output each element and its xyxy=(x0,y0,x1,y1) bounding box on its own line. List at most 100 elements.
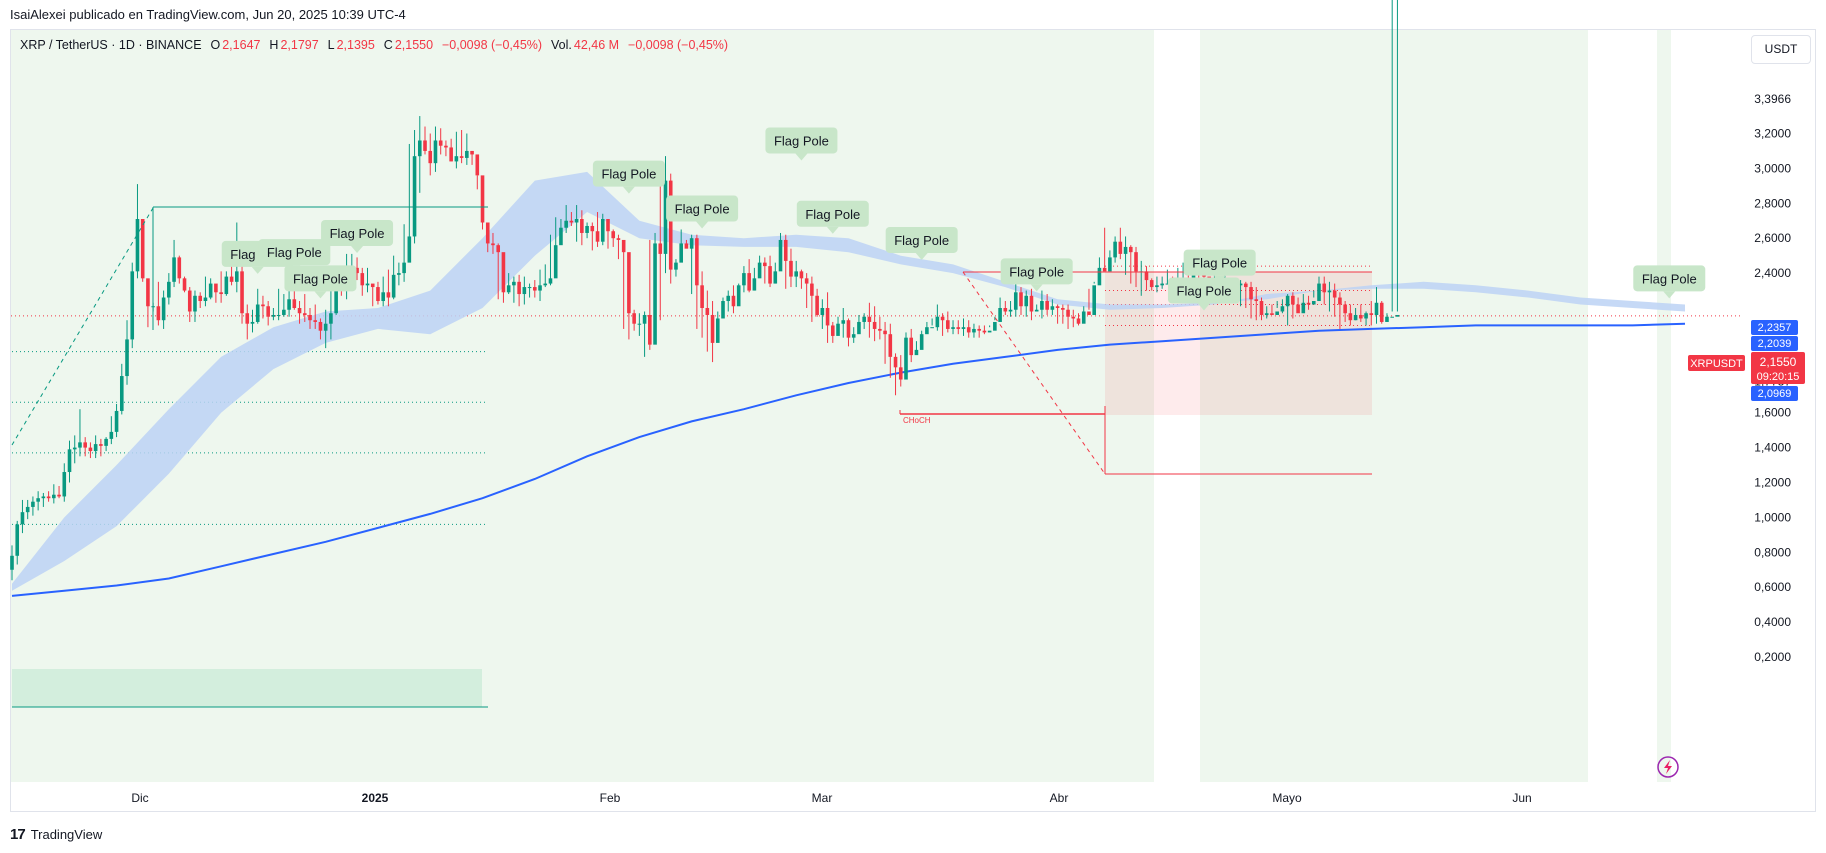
candle-body xyxy=(1087,311,1091,315)
candle-body xyxy=(240,271,244,314)
flag-pole-label: Flag Pole xyxy=(885,226,958,260)
candle-body xyxy=(804,278,809,284)
flag-pole-text: Flag Pole xyxy=(774,133,829,148)
flag-pole-text: Flag Pole xyxy=(1642,271,1697,286)
candle-body xyxy=(1055,306,1060,308)
candle-body xyxy=(595,231,600,242)
candle-body xyxy=(841,320,846,324)
candle-body xyxy=(731,295,736,307)
candle-body xyxy=(574,219,579,223)
price-tag-2-2039-bg xyxy=(1751,336,1798,351)
x-tick-label: Feb xyxy=(600,791,621,805)
flag-pole-pointer xyxy=(1197,303,1210,311)
candle-body xyxy=(276,314,281,316)
candle-body xyxy=(627,252,631,314)
candle-body xyxy=(1066,309,1070,317)
flag-pole-label: Flag Pole xyxy=(1167,277,1240,311)
close-value: 2,1550 xyxy=(394,38,434,52)
flag-pole-pointer xyxy=(622,186,635,194)
candle-body xyxy=(1128,246,1133,253)
candle-body xyxy=(1155,285,1159,288)
green-zone xyxy=(1657,30,1671,782)
candle-body xyxy=(36,498,40,502)
candle-body xyxy=(1364,313,1368,319)
x-tick-label: 2025 xyxy=(362,791,389,805)
candle-body xyxy=(15,524,20,556)
candle-body xyxy=(1306,302,1311,305)
candle-body xyxy=(1311,301,1316,305)
candle-body xyxy=(1029,295,1034,312)
candle-body xyxy=(1019,292,1023,307)
candle-body xyxy=(78,442,82,448)
flag-pole-bg xyxy=(321,219,394,246)
candle-body xyxy=(1134,252,1138,272)
brand-name: TradingView xyxy=(30,827,103,842)
y-tick-label: 0,2000 xyxy=(1754,650,1791,664)
downtrend-line-dashed xyxy=(962,271,1106,475)
price-tag-2-2357: 2,2357 xyxy=(1751,320,1798,335)
candle-body xyxy=(674,262,678,270)
candle-body xyxy=(1191,266,1196,286)
candle-body xyxy=(888,334,893,357)
flag-pole-bg xyxy=(1000,258,1073,285)
price-tag-2-2357-bg xyxy=(1751,320,1798,335)
candle-body xyxy=(475,154,480,176)
candle-body xyxy=(1374,302,1379,315)
candle-body xyxy=(41,496,46,499)
candle-body xyxy=(668,180,673,270)
footer-brand[interactable]: 17 TradingView xyxy=(10,826,102,843)
candle-body xyxy=(308,314,312,321)
candle-body xyxy=(52,494,56,499)
high-value: 2,1797 xyxy=(280,38,319,52)
candle-body xyxy=(940,316,945,321)
candle-body xyxy=(449,147,453,162)
candle-body xyxy=(360,273,365,286)
price-tag-last: 2,1550 09:20:15 xyxy=(1751,352,1805,384)
symbol-name[interactable]: XRP / TetherUS · 1D · BINANCE xyxy=(20,38,202,52)
candle-body xyxy=(914,349,919,356)
candle-body xyxy=(606,219,610,232)
candle-body xyxy=(721,301,725,319)
flag-pole-bg xyxy=(284,265,357,292)
candle-body xyxy=(773,271,778,284)
candle-body xyxy=(663,180,668,254)
candle-body xyxy=(109,431,114,439)
moving-average xyxy=(11,322,1686,597)
choch-label: CHoCH xyxy=(903,416,931,425)
currency-button[interactable]: USDT xyxy=(1751,35,1811,64)
candle-body xyxy=(789,260,793,277)
candle-body xyxy=(658,243,663,254)
y-tick-label: 1,6000 xyxy=(1754,406,1791,420)
y-tick-label: 1,0000 xyxy=(1754,510,1791,524)
x-tick-label: Abr xyxy=(1050,791,1069,805)
candle-body xyxy=(454,156,459,162)
flag-pole-text: Flag Pole xyxy=(601,167,656,182)
candle-body xyxy=(1359,314,1363,319)
open-label: O xyxy=(210,38,221,52)
candle-body xyxy=(857,321,861,335)
candle-body xyxy=(935,316,940,328)
flag-pole-bg xyxy=(796,200,869,227)
open-value: 2,1647 xyxy=(222,38,261,52)
symbol-tag-xrpusdt: XRPUSDT xyxy=(1688,355,1745,371)
candle-body xyxy=(423,140,427,151)
y-tick-label: 3,0000 xyxy=(1754,161,1791,175)
candle-body xyxy=(235,271,239,282)
candle-body xyxy=(1050,306,1055,310)
candle-body xyxy=(846,320,851,338)
flag-pole-bg xyxy=(592,160,665,187)
flag-pole-text: Flag Pole xyxy=(1009,264,1064,279)
candle-body xyxy=(1238,283,1243,286)
price-tag-2-2357-text: 2,2357 xyxy=(1758,322,1792,334)
candle-body xyxy=(1165,283,1170,285)
volume-label: Vol. xyxy=(551,38,572,52)
candle-body xyxy=(580,219,584,233)
candle-body xyxy=(114,410,119,432)
candle-body xyxy=(57,494,61,497)
candle-body xyxy=(172,257,176,282)
candle-body xyxy=(67,449,72,473)
candle-body xyxy=(898,367,903,380)
candle-body xyxy=(182,278,187,291)
